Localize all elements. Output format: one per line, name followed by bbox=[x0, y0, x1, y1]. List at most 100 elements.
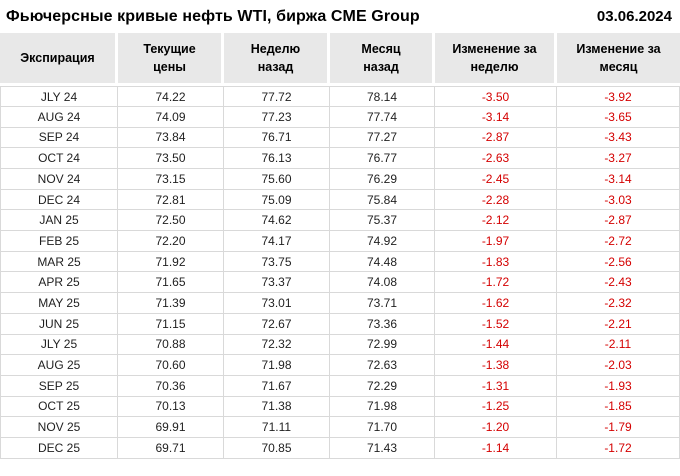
col-header-week-ago: Неделю назад bbox=[224, 33, 330, 87]
cell-month-ago: 76.77 bbox=[330, 148, 435, 169]
cell-week-ago: 74.17 bbox=[224, 231, 330, 252]
cell-month-ago: 76.29 bbox=[330, 169, 435, 190]
cell-week-ago: 73.37 bbox=[224, 272, 330, 294]
cell-month-ago: 75.84 bbox=[330, 189, 435, 211]
cell-week-ago: 71.11 bbox=[224, 417, 330, 438]
table-row: SEP 25 70.36 71.67 72.29 -1.31 -1.93 bbox=[0, 375, 680, 397]
cell-expiration: MAR 25 bbox=[0, 251, 118, 273]
page-title: Фьючерсные кривые нефть WTI, биржа CME G… bbox=[6, 7, 420, 25]
cell-month-change: -3.92 bbox=[557, 86, 680, 107]
cell-current-price: 73.15 bbox=[118, 169, 224, 190]
cell-week-ago: 73.01 bbox=[224, 293, 330, 314]
cell-month-change: -2.87 bbox=[557, 210, 680, 232]
cell-week-change: -1.52 bbox=[435, 313, 557, 335]
cell-week-ago: 72.67 bbox=[224, 313, 330, 335]
cell-week-change: -1.31 bbox=[435, 375, 557, 397]
cell-week-change: -2.63 bbox=[435, 148, 557, 169]
cell-month-change: -2.03 bbox=[557, 355, 680, 376]
cell-month-ago: 74.48 bbox=[330, 251, 435, 273]
cell-current-price: 72.81 bbox=[118, 189, 224, 211]
cell-week-ago: 74.62 bbox=[224, 210, 330, 232]
cell-current-price: 71.65 bbox=[118, 272, 224, 294]
cell-current-price: 69.71 bbox=[118, 437, 224, 459]
cell-current-price: 70.60 bbox=[118, 355, 224, 376]
cell-month-change: -2.21 bbox=[557, 313, 680, 335]
cell-expiration: DEC 24 bbox=[0, 189, 118, 211]
table-row: JUN 25 71.15 72.67 73.36 -1.52 -2.21 bbox=[0, 313, 680, 335]
cell-current-price: 70.88 bbox=[118, 334, 224, 356]
cell-expiration: SEP 24 bbox=[0, 127, 118, 149]
cell-current-price: 74.22 bbox=[118, 86, 224, 107]
header-row: Экспирация Текущие цены Неделю назад Мес… bbox=[0, 33, 680, 87]
cell-week-ago: 75.60 bbox=[224, 169, 330, 190]
wti-futures-table: Экспирация Текущие цены Неделю назад Мес… bbox=[0, 33, 680, 459]
cell-week-change: -1.62 bbox=[435, 293, 557, 314]
col-header-expiration: Экспирация bbox=[0, 33, 118, 87]
cell-expiration: AUG 25 bbox=[0, 355, 118, 376]
cell-week-change: -3.50 bbox=[435, 86, 557, 107]
cell-week-change: -1.97 bbox=[435, 231, 557, 252]
cell-week-change: -2.45 bbox=[435, 169, 557, 190]
cell-week-ago: 77.23 bbox=[224, 106, 330, 128]
cell-month-ago: 77.27 bbox=[330, 127, 435, 149]
table-row: JLY 24 74.22 77.72 78.14 -3.50 -3.92 bbox=[0, 86, 680, 107]
col-header-month-ago: Месяц назад bbox=[330, 33, 435, 87]
cell-expiration: JAN 25 bbox=[0, 210, 118, 232]
cell-current-price: 69.91 bbox=[118, 417, 224, 438]
table-row: APR 25 71.65 73.37 74.08 -1.72 -2.43 bbox=[0, 272, 680, 294]
cell-week-change: -1.44 bbox=[435, 334, 557, 356]
cell-week-ago: 71.98 bbox=[224, 355, 330, 376]
table-row: MAY 25 71.39 73.01 73.71 -1.62 -2.32 bbox=[0, 293, 680, 314]
cell-week-change: -3.14 bbox=[435, 106, 557, 128]
cell-month-ago: 74.08 bbox=[330, 272, 435, 294]
cell-expiration: AUG 24 bbox=[0, 106, 118, 128]
cell-week-change: -1.83 bbox=[435, 251, 557, 273]
cell-month-ago: 74.92 bbox=[330, 231, 435, 252]
cell-expiration: MAY 25 bbox=[0, 293, 118, 314]
table-row: FEB 25 72.20 74.17 74.92 -1.97 -2.72 bbox=[0, 231, 680, 252]
cell-month-change: -3.43 bbox=[557, 127, 680, 149]
cell-month-change: -2.32 bbox=[557, 293, 680, 314]
cell-week-change: -2.12 bbox=[435, 210, 557, 232]
cell-month-ago: 72.63 bbox=[330, 355, 435, 376]
table-row: NOV 25 69.91 71.11 71.70 -1.20 -1.79 bbox=[0, 417, 680, 438]
cell-week-change: -1.25 bbox=[435, 396, 557, 418]
cell-week-ago: 71.38 bbox=[224, 396, 330, 418]
cell-month-ago: 77.74 bbox=[330, 106, 435, 128]
cell-expiration: JUN 25 bbox=[0, 313, 118, 335]
cell-current-price: 70.36 bbox=[118, 375, 224, 397]
cell-month-ago: 73.71 bbox=[330, 293, 435, 314]
cell-month-change: -2.11 bbox=[557, 334, 680, 356]
cell-week-ago: 76.13 bbox=[224, 148, 330, 169]
cell-week-ago: 76.71 bbox=[224, 127, 330, 149]
cell-week-change: -2.28 bbox=[435, 189, 557, 211]
cell-week-ago: 73.75 bbox=[224, 251, 330, 273]
cell-week-ago: 71.67 bbox=[224, 375, 330, 397]
cell-month-ago: 71.43 bbox=[330, 437, 435, 459]
cell-current-price: 71.92 bbox=[118, 251, 224, 273]
cell-month-change: -2.72 bbox=[557, 231, 680, 252]
cell-month-ago: 72.99 bbox=[330, 334, 435, 356]
cell-month-ago: 71.98 bbox=[330, 396, 435, 418]
cell-month-change: -1.72 bbox=[557, 437, 680, 459]
cell-week-change: -1.20 bbox=[435, 417, 557, 438]
col-header-month-change: Изменение за месяц bbox=[557, 33, 680, 87]
cell-current-price: 73.50 bbox=[118, 148, 224, 169]
cell-month-ago: 73.36 bbox=[330, 313, 435, 335]
cell-current-price: 72.20 bbox=[118, 231, 224, 252]
table-row: DEC 24 72.81 75.09 75.84 -2.28 -3.03 bbox=[0, 189, 680, 211]
cell-month-change: -3.14 bbox=[557, 169, 680, 190]
report-header: Фьючерсные кривые нефть WTI, биржа CME G… bbox=[0, 0, 680, 33]
cell-expiration: JLY 24 bbox=[0, 86, 118, 107]
cell-current-price: 74.09 bbox=[118, 106, 224, 128]
cell-current-price: 72.50 bbox=[118, 210, 224, 232]
cell-current-price: 71.15 bbox=[118, 313, 224, 335]
cell-month-change: -2.56 bbox=[557, 251, 680, 273]
cell-expiration: OCT 25 bbox=[0, 396, 118, 418]
table-row: OCT 24 73.50 76.13 76.77 -2.63 -3.27 bbox=[0, 148, 680, 169]
cell-month-change: -1.93 bbox=[557, 375, 680, 397]
cell-expiration: SEP 25 bbox=[0, 375, 118, 397]
table-row: SEP 24 73.84 76.71 77.27 -2.87 -3.43 bbox=[0, 127, 680, 149]
cell-week-change: -1.38 bbox=[435, 355, 557, 376]
cell-expiration: OCT 24 bbox=[0, 148, 118, 169]
